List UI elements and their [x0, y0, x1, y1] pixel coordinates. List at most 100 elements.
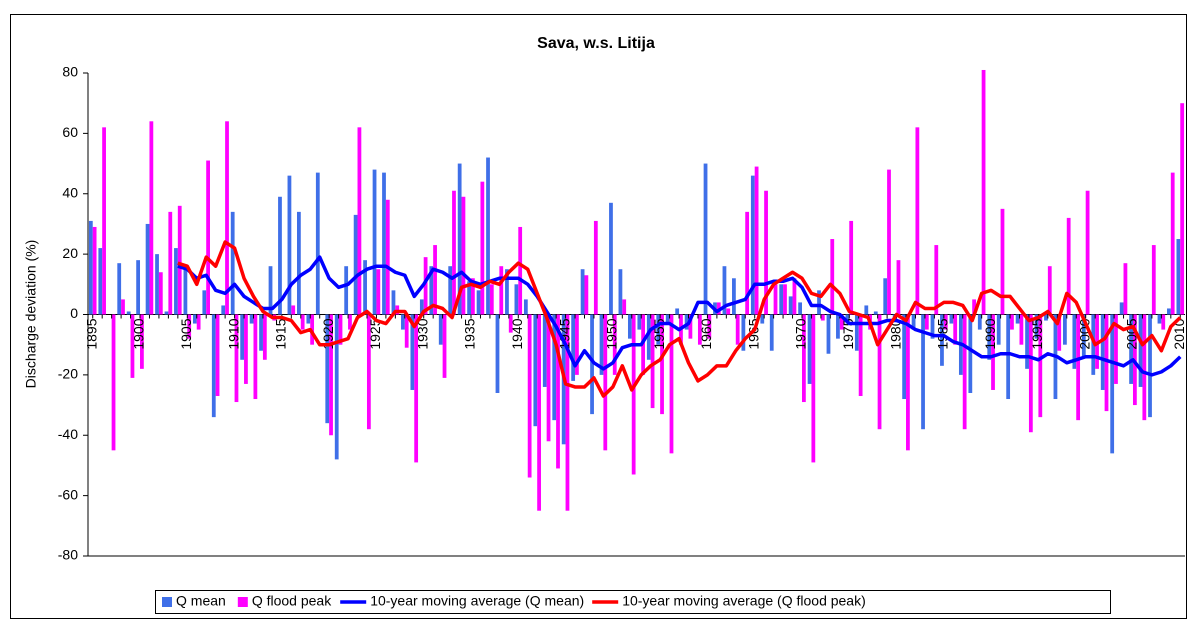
bar — [476, 290, 481, 315]
y-tick-label: -20 — [58, 366, 78, 382]
bar — [665, 314, 670, 324]
bar — [798, 302, 802, 315]
bar — [1015, 314, 1020, 324]
y-tick-label: 80 — [62, 64, 78, 80]
x-tick-label: 1895 — [83, 318, 99, 349]
bar — [499, 266, 504, 315]
bar — [949, 314, 954, 324]
bar — [376, 269, 381, 315]
x-tick-label: 2005 — [1124, 318, 1140, 349]
bar — [660, 314, 664, 415]
x-tick-label: 1995 — [1029, 318, 1045, 349]
bar — [750, 175, 755, 315]
bar — [612, 314, 617, 375]
bar — [991, 314, 995, 390]
bar — [486, 157, 490, 315]
bar — [618, 269, 623, 315]
bar — [896, 260, 901, 315]
bar — [278, 196, 282, 315]
bar — [518, 226, 523, 315]
bar — [839, 314, 844, 330]
bar — [542, 314, 547, 387]
bar — [155, 254, 159, 315]
bar — [287, 175, 292, 315]
bar — [296, 211, 301, 315]
bar — [962, 314, 967, 430]
bar — [826, 314, 831, 354]
bar — [391, 290, 396, 315]
bar — [262, 314, 267, 360]
bar — [735, 314, 740, 345]
bar — [943, 314, 948, 330]
bar — [650, 314, 655, 409]
bar — [1119, 302, 1124, 315]
bar — [807, 314, 812, 384]
bar — [230, 211, 235, 315]
bar — [627, 314, 632, 339]
bar — [249, 314, 254, 324]
legend-label: Q mean — [176, 593, 226, 609]
bar — [1066, 217, 1071, 315]
bar — [158, 272, 163, 315]
bar — [196, 314, 201, 330]
x-tick-label: 1905 — [178, 318, 194, 349]
legend-label: 10-year moving average (Q mean) — [370, 593, 584, 609]
bar — [480, 181, 485, 315]
bar — [130, 314, 135, 378]
bar — [1104, 314, 1109, 412]
bar — [1123, 263, 1128, 315]
bar — [1157, 314, 1162, 324]
bar — [940, 314, 944, 366]
legend-swatch — [237, 597, 248, 607]
y-tick-label: -60 — [58, 486, 78, 502]
bar — [669, 314, 674, 454]
bar — [419, 299, 424, 315]
bar — [202, 290, 207, 315]
bar — [1161, 314, 1166, 330]
bar — [1138, 314, 1143, 387]
bar — [788, 296, 793, 315]
x-tick-label: 1990 — [982, 318, 998, 349]
bar — [883, 278, 888, 315]
bar — [306, 314, 311, 324]
bar — [902, 314, 907, 400]
bar — [1047, 266, 1052, 315]
x-tick-label: 1940 — [509, 318, 525, 349]
bar — [552, 314, 557, 421]
bar — [505, 269, 509, 315]
bar — [448, 266, 453, 315]
bar — [732, 278, 736, 315]
bar — [1170, 172, 1175, 315]
bar — [656, 314, 661, 345]
bar — [117, 263, 122, 315]
bar — [773, 284, 778, 315]
bar — [102, 127, 106, 315]
bar — [452, 190, 456, 315]
bar — [1180, 103, 1185, 315]
bar — [187, 314, 192, 339]
legend-label: 10-year moving average (Q flood peak) — [622, 593, 866, 609]
bar — [637, 314, 642, 330]
bar — [537, 314, 541, 511]
bar — [523, 299, 528, 315]
bar — [817, 290, 821, 315]
bar — [575, 314, 579, 375]
bar — [177, 205, 182, 315]
bar — [1100, 314, 1105, 390]
bar — [1110, 314, 1115, 454]
bar — [792, 278, 797, 315]
bar — [707, 314, 712, 339]
bar — [429, 266, 434, 315]
bar — [697, 314, 702, 345]
bar — [565, 314, 570, 511]
bar — [571, 314, 576, 381]
bar — [225, 121, 229, 315]
line — [177, 240, 1182, 398]
bar — [830, 239, 835, 315]
bar — [174, 248, 178, 315]
bar — [1044, 314, 1048, 321]
bar — [590, 314, 594, 415]
bar — [811, 314, 816, 463]
bar — [877, 314, 882, 430]
